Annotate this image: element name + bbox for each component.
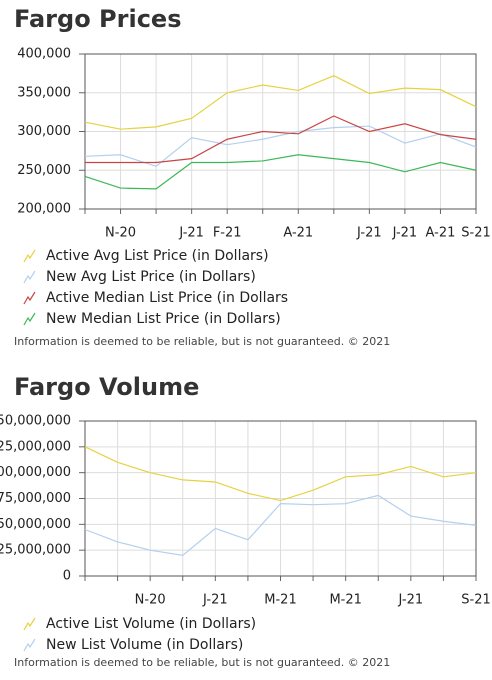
legend-label: Active Median List Price (in Dollars — [46, 290, 288, 306]
series-line — [84, 75, 477, 130]
legend-icon — [23, 312, 36, 326]
x-tick-label: J-21 — [356, 226, 382, 241]
y-tick-label: 200,000 — [17, 202, 71, 217]
series-line — [84, 154, 477, 190]
y-tick-label: 125,000,000 — [0, 439, 71, 454]
series-line — [84, 494, 477, 556]
series-line — [84, 125, 477, 168]
y-tick-label: 350,000 — [17, 85, 71, 100]
x-tick-label: A-21 — [426, 226, 456, 241]
y-tick-label: 100,000,000 — [0, 465, 71, 480]
y-tick-label: 250,000 — [17, 163, 71, 178]
legend-label: New Avg List Price (in Dollars) — [46, 269, 256, 285]
legend-label: New Median List Price (in Dollars) — [46, 311, 281, 327]
x-tick-label: S-21 — [461, 593, 491, 608]
x-tick-label: J-21 — [202, 593, 228, 608]
footnote: Information is deemed to be reliable, bu… — [14, 656, 390, 669]
y-tick-label: 0 — [63, 569, 71, 584]
legend-icon — [23, 291, 36, 305]
x-tick-label: M-21 — [329, 593, 361, 608]
y-tick-label: 400,000 — [17, 47, 71, 62]
legend-icon — [23, 270, 36, 284]
plot-frame — [84, 53, 477, 210]
chart-title: Fargo Volume — [14, 373, 199, 401]
x-tick-label: N-20 — [105, 226, 136, 241]
y-tick-label: 300,000 — [17, 124, 71, 139]
x-tick-label: S-21 — [461, 226, 491, 241]
chart-title: Fargo Prices — [14, 5, 181, 33]
x-tick-label: J-21 — [398, 593, 424, 608]
series-line — [85, 115, 477, 164]
y-tick-label: 75,000,000 — [0, 491, 71, 506]
plot-frame — [84, 420, 477, 577]
legend-icon — [23, 617, 36, 631]
series-line — [84, 446, 477, 502]
footnote: Information is deemed to be reliable, bu… — [14, 335, 390, 348]
y-tick-label: 50,000,000 — [0, 517, 71, 532]
x-tick-label: A-21 — [283, 226, 313, 241]
legend-label: Active List Volume (in Dollars) — [46, 616, 256, 632]
legend-icon — [23, 249, 36, 263]
x-tick-label: N-20 — [135, 593, 166, 608]
legend-label: Active Avg List Price (in Dollars) — [46, 248, 269, 264]
legend-label: New List Volume (in Dollars) — [46, 637, 243, 653]
x-tick-label: F-21 — [213, 226, 242, 241]
y-tick-label: 25,000,000 — [0, 543, 71, 558]
x-tick-label: J-21 — [178, 226, 204, 241]
x-tick-label: J-21 — [392, 226, 418, 241]
x-tick-label: M-21 — [264, 593, 296, 608]
y-tick-label: 150,000,000 — [0, 414, 71, 429]
legend-icon — [23, 638, 36, 652]
